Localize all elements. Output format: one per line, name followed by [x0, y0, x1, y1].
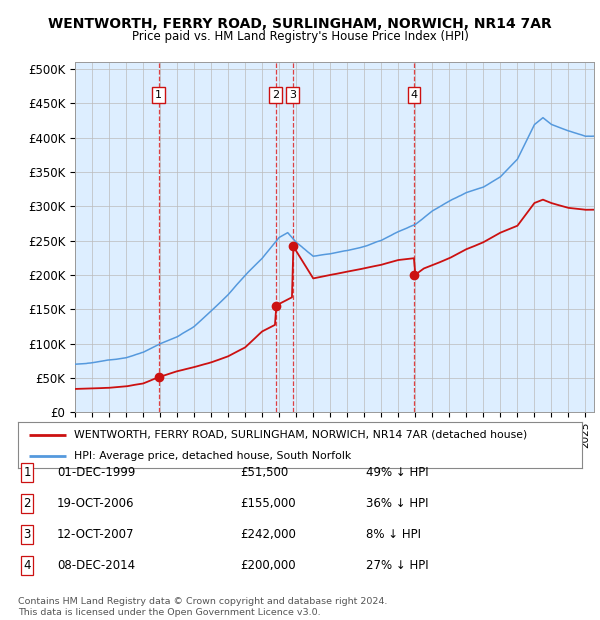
Text: 01-DEC-1999: 01-DEC-1999 [57, 466, 136, 479]
Text: 12-OCT-2007: 12-OCT-2007 [57, 528, 134, 541]
Text: 8% ↓ HPI: 8% ↓ HPI [366, 528, 421, 541]
Text: 2: 2 [23, 497, 31, 510]
Text: 19-OCT-2006: 19-OCT-2006 [57, 497, 134, 510]
Text: 2: 2 [272, 90, 280, 100]
Text: 49% ↓ HPI: 49% ↓ HPI [366, 466, 428, 479]
Text: 3: 3 [23, 528, 31, 541]
Text: 27% ↓ HPI: 27% ↓ HPI [366, 559, 428, 572]
Text: 1: 1 [155, 90, 162, 100]
Text: £242,000: £242,000 [240, 528, 296, 541]
Text: 08-DEC-2014: 08-DEC-2014 [57, 559, 135, 572]
Text: WENTWORTH, FERRY ROAD, SURLINGHAM, NORWICH, NR14 7AR (detached house): WENTWORTH, FERRY ROAD, SURLINGHAM, NORWI… [74, 430, 527, 440]
Text: HPI: Average price, detached house, South Norfolk: HPI: Average price, detached house, Sout… [74, 451, 352, 461]
Text: 4: 4 [23, 559, 31, 572]
Text: Price paid vs. HM Land Registry's House Price Index (HPI): Price paid vs. HM Land Registry's House … [131, 30, 469, 43]
Text: 3: 3 [289, 90, 296, 100]
Text: 4: 4 [410, 90, 418, 100]
Text: £155,000: £155,000 [240, 497, 296, 510]
Text: £200,000: £200,000 [240, 559, 296, 572]
Text: Contains HM Land Registry data © Crown copyright and database right 2024.
This d: Contains HM Land Registry data © Crown c… [18, 598, 388, 617]
Text: 1: 1 [23, 466, 31, 479]
Text: £51,500: £51,500 [240, 466, 288, 479]
Text: 36% ↓ HPI: 36% ↓ HPI [366, 497, 428, 510]
Text: WENTWORTH, FERRY ROAD, SURLINGHAM, NORWICH, NR14 7AR: WENTWORTH, FERRY ROAD, SURLINGHAM, NORWI… [48, 17, 552, 32]
